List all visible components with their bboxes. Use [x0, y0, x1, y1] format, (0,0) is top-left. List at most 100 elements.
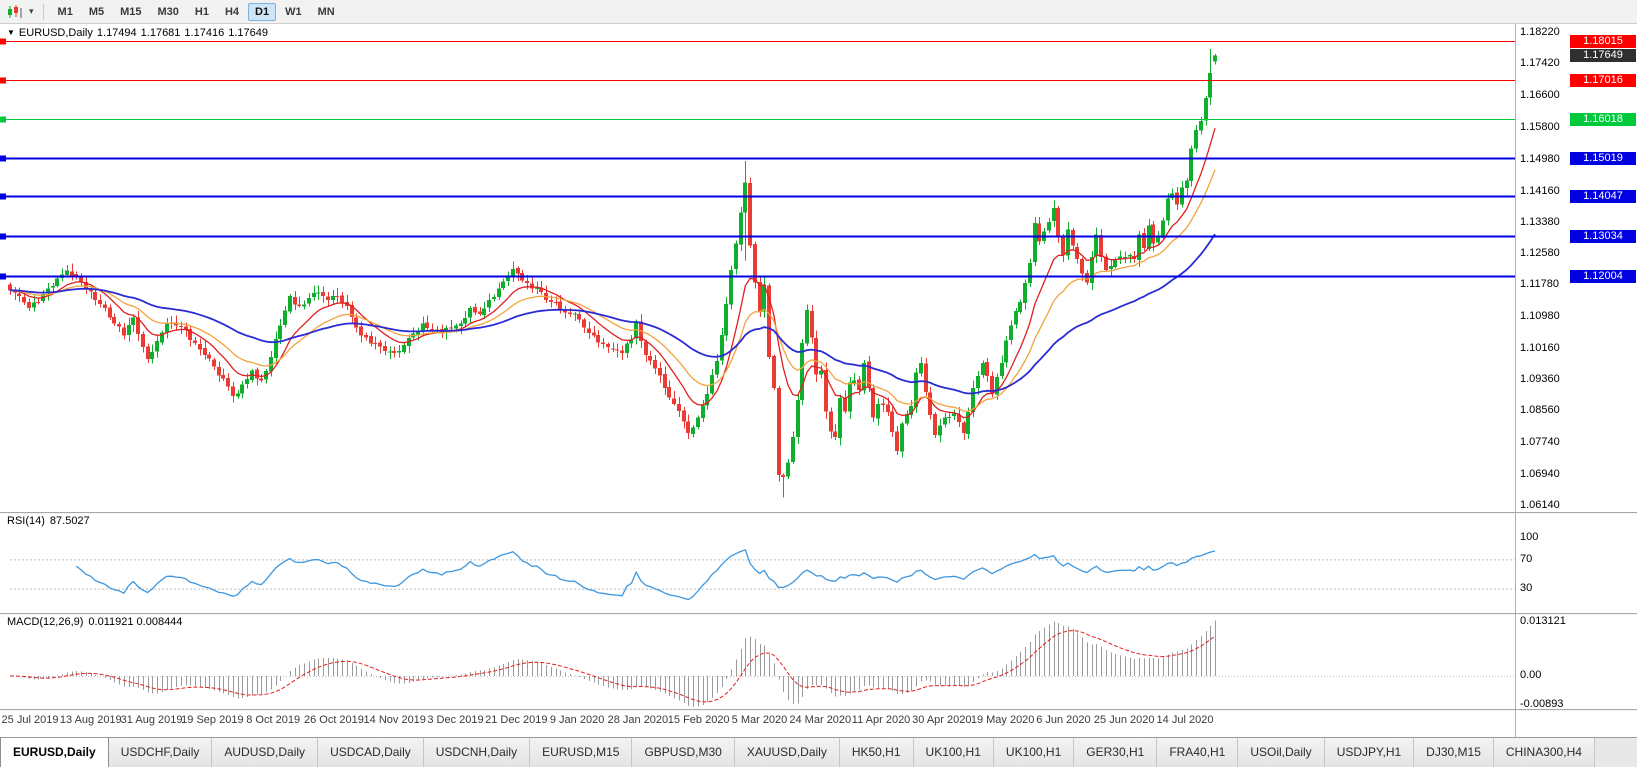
high-value: 1.17681: [140, 27, 181, 39]
timeframe-button-m30[interactable]: M30: [157, 5, 179, 18]
toolbar-separator: [42, 3, 44, 20]
chart-tab-dj30-m15-15[interactable]: DJ30,M15: [1414, 738, 1494, 767]
date-label: 15 Feb 2020: [667, 714, 730, 726]
macd-indicator-label: MACD(12,26,9) 0.011921 0.008444: [7, 616, 187, 628]
date-label: 14 Jul 2020: [1156, 714, 1214, 726]
hline-price-badge: 1.17016: [1570, 73, 1636, 87]
chart-tab-usdcnh-daily-4[interactable]: USDCNH,Daily: [423, 738, 531, 767]
timeframe-button-mn[interactable]: MN: [317, 5, 335, 18]
price-scale-label: 1.07740: [1520, 436, 1560, 449]
chart-tab-hk50-h1-8[interactable]: HK50,H1: [839, 738, 914, 767]
date-label: 9 Jan 2020: [549, 714, 605, 726]
chart-tabs-bar: EURUSD,Daily USDCHF,Daily AUDUSD,Daily USDC…: [0, 737, 1637, 767]
chart-tab-audusd-daily-2[interactable]: AUDUSD,Daily: [212, 738, 319, 767]
current-price-badge: 1.17649: [1570, 48, 1636, 62]
price-scale-label: 1.06140: [1520, 499, 1560, 512]
price-scale-label: 1.15800: [1520, 120, 1560, 133]
macd-name: MACD(12,26,9): [7, 616, 84, 628]
rsi-indicator-label: RSI(14) 87.5027: [7, 515, 95, 527]
date-label: 24 Mar 2020: [789, 714, 852, 726]
hline-price-badge: 1.15019: [1570, 151, 1636, 165]
price-scale-label: 1.16600: [1520, 89, 1560, 102]
open-value: 1.17494: [96, 27, 137, 39]
chart-overlays: ▼ EURUSD,Daily 1.17494 1.17681 1.17416 1.1764…: [0, 24, 1637, 737]
timeframe-button-m1[interactable]: M1: [57, 5, 73, 18]
date-label: 25 Jul 2019: [1, 714, 59, 726]
chart-tab-usdjpy-h1-14[interactable]: USDJPY,H1: [1324, 738, 1415, 767]
date-label: 8 Oct 2019: [246, 714, 301, 726]
date-label: 14 Nov 2019: [363, 714, 426, 726]
timeframe-button-h4[interactable]: H4: [224, 5, 240, 18]
price-scale[interactable]: 1.18220 1.17420 1.16600 1.15800 1.14980 1.141…: [1515, 24, 1637, 737]
timeframe-buttons: M1 M5 M15 M30 H1 H4 D1 W1 MN: [50, 2, 343, 21]
timeframe-button-m5[interactable]: M5: [88, 5, 105, 18]
date-label: 13 Aug 2019: [59, 714, 122, 726]
price-scale-label: 1.14160: [1520, 185, 1560, 198]
chart-canvas[interactable]: [0, 24, 1637, 737]
chart-tab-usoil-daily-13[interactable]: USOil,Daily: [1238, 738, 1325, 767]
date-label: 28 Jan 2020: [607, 714, 669, 726]
rsi-current-value: 87.5027: [49, 515, 90, 527]
macd-scale-label: -0.00893: [1520, 698, 1564, 710]
hline-price-badge: 1.16018: [1570, 112, 1636, 126]
price-scale-label: 1.17420: [1520, 57, 1560, 70]
rsi-scale-label: 100: [1520, 531, 1539, 543]
candlestick-chart-icon: [8, 4, 22, 18]
date-label: 30 Apr 2020: [912, 714, 972, 726]
date-label: 19 May 2020: [970, 714, 1035, 726]
date-label: 31 Aug 2019: [120, 714, 183, 726]
price-scale-label: 1.11780: [1520, 278, 1559, 291]
chart-tab-ger30-h1-11[interactable]: GER30,H1: [1074, 738, 1158, 767]
hline-price-badge: 1.18015: [1570, 34, 1636, 48]
rsi-name: RSI(14): [7, 515, 45, 527]
chart-tab-eurusd-daily-0[interactable]: EURUSD,Daily: [0, 738, 109, 767]
macd-current-values: 0.011921 0.008444: [88, 616, 183, 628]
date-label: 25 Jun 2020: [1093, 714, 1155, 726]
chart-tab-eurusd-m15-5[interactable]: EURUSD,M15: [530, 738, 633, 767]
date-label: 6 Jun 2020: [1036, 714, 1091, 726]
symbol-period-label: EURUSD,Daily: [18, 27, 93, 39]
price-scale-label: 1.08560: [1520, 404, 1560, 417]
date-label: 21 Dec 2019: [485, 714, 548, 726]
rsi-scale-label: 70: [1520, 552, 1533, 565]
date-label: 3 Dec 2019: [427, 714, 484, 726]
date-label: 5 Mar 2020: [731, 714, 788, 726]
chart-tab-gbpusd-m30-6[interactable]: GBPUSD,M30: [632, 738, 735, 767]
hline-price-badge: 1.13034: [1570, 229, 1636, 243]
macd-scale-label: 0.00: [1520, 669, 1542, 681]
price-scale-label: 1.18220: [1520, 26, 1560, 39]
toolbar: ▾ M1 M5 M15 M30 H1 H4 D1 W1 MN: [0, 0, 1637, 24]
chart-type-button[interactable]: [4, 2, 26, 22]
timeframe-button-h1[interactable]: H1: [194, 5, 209, 18]
price-scale-label: 1.06940: [1520, 467, 1560, 480]
price-scale-label: 1.10980: [1520, 309, 1560, 322]
timeframe-button-w1[interactable]: W1: [285, 5, 302, 18]
chart-tab-uk100-h1-10[interactable]: UK100,H1: [993, 738, 1075, 767]
rsi-scale-label: 30: [1520, 582, 1533, 595]
chart-tab-china300-h4-16[interactable]: CHINA300,H4: [1493, 738, 1595, 767]
chart-tab-usdcad-daily-3[interactable]: USDCAD,Daily: [318, 738, 424, 767]
timeframe-button-d1[interactable]: D1: [248, 2, 277, 21]
date-label: 26 Oct 2019: [303, 714, 364, 726]
chevron-down-icon: ▾: [29, 6, 34, 16]
hline-price-badge: 1.14047: [1570, 189, 1636, 203]
price-scale-label: 1.14980: [1520, 152, 1560, 165]
date-label: 19 Sep 2019: [181, 714, 244, 726]
close-value: 1.17649: [228, 27, 268, 39]
price-scale-label: 1.10160: [1520, 341, 1560, 354]
macd-scale-label: 0.013121: [1520, 615, 1566, 627]
hline-price-badge: 1.12004: [1570, 269, 1636, 283]
chart-tab-xauusd-daily-7[interactable]: XAUUSD,Daily: [734, 738, 840, 767]
price-scale-label: 1.09360: [1520, 372, 1560, 385]
price-scale-label: 1.13380: [1520, 215, 1560, 228]
chart-tab-uk100-h1-9[interactable]: UK100,H1: [913, 738, 994, 767]
chart-type-dropdown-icon[interactable]: ▾: [26, 2, 37, 22]
timeframe-button-m15[interactable]: M15: [120, 5, 142, 18]
chart-tab-usdchf-daily-1[interactable]: USDCHF,Daily: [108, 738, 213, 767]
price-scale-label: 1.12580: [1520, 246, 1560, 259]
chart-title: ▼ EURUSD,Daily 1.17494 1.17681 1.17416 1.1764…: [7, 27, 272, 39]
time-scale[interactable]: 25 Jul 2019 13 Aug 2019 31 Aug 2019 19 Sep …: [0, 710, 1515, 737]
chart-tab-fra40-h1-12[interactable]: FRA40,H1: [1157, 738, 1239, 767]
low-value: 1.17416: [184, 27, 225, 39]
